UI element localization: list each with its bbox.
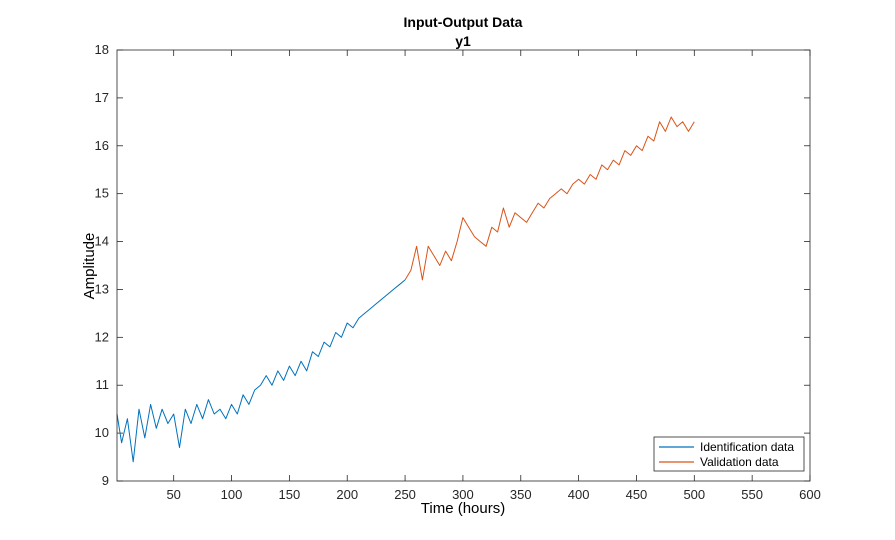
legend-box	[653, 436, 805, 472]
y-tick-label: 18	[95, 42, 109, 57]
y-tick-label: 13	[95, 281, 109, 296]
x-tick-label: 350	[510, 487, 532, 502]
y-tick-label: 17	[95, 90, 109, 105]
x-tick-label: 450	[626, 487, 648, 502]
y-axis-label: Amplitude	[81, 233, 98, 300]
x-tick-label: 200	[336, 487, 358, 502]
x-tick-label: 500	[683, 487, 705, 502]
y-tick-label: 10	[95, 425, 109, 440]
x-tick-label: 400	[568, 487, 590, 502]
axis-ticks: 50 100 150 200 250 300 350 400 450 500 550 600 9 10 11…	[95, 42, 821, 502]
y-tick-label: 12	[95, 329, 109, 344]
x-tick-label: 100	[221, 487, 243, 502]
series-line-2	[404, 116, 695, 281]
plot-frame	[116, 49, 811, 482]
y-tick-label: 16	[95, 138, 109, 153]
series-line-1	[116, 279, 406, 463]
chart-subtitle: y1	[455, 33, 471, 49]
x-tick-label: 600	[799, 487, 821, 502]
series-lines	[116, 116, 695, 463]
y-tick-label: 11	[96, 377, 110, 392]
y-tick-label: 15	[95, 186, 109, 201]
x-tick-label: 150	[279, 487, 301, 502]
x-tick-label: 50	[166, 487, 180, 502]
x-tick-label: 300	[452, 487, 474, 502]
y-tick-label: 14	[95, 234, 109, 249]
x-tick-label: 250	[394, 487, 416, 502]
y-tick-label: 9	[102, 473, 109, 488]
legend-entry: Identification data	[700, 440, 794, 454]
x-tick-label: 550	[741, 487, 763, 502]
x-axis-label: Time (hours)	[421, 500, 505, 517]
chart-title: Input-Output Data	[404, 14, 523, 30]
legend-entry: Validation data	[700, 455, 779, 469]
